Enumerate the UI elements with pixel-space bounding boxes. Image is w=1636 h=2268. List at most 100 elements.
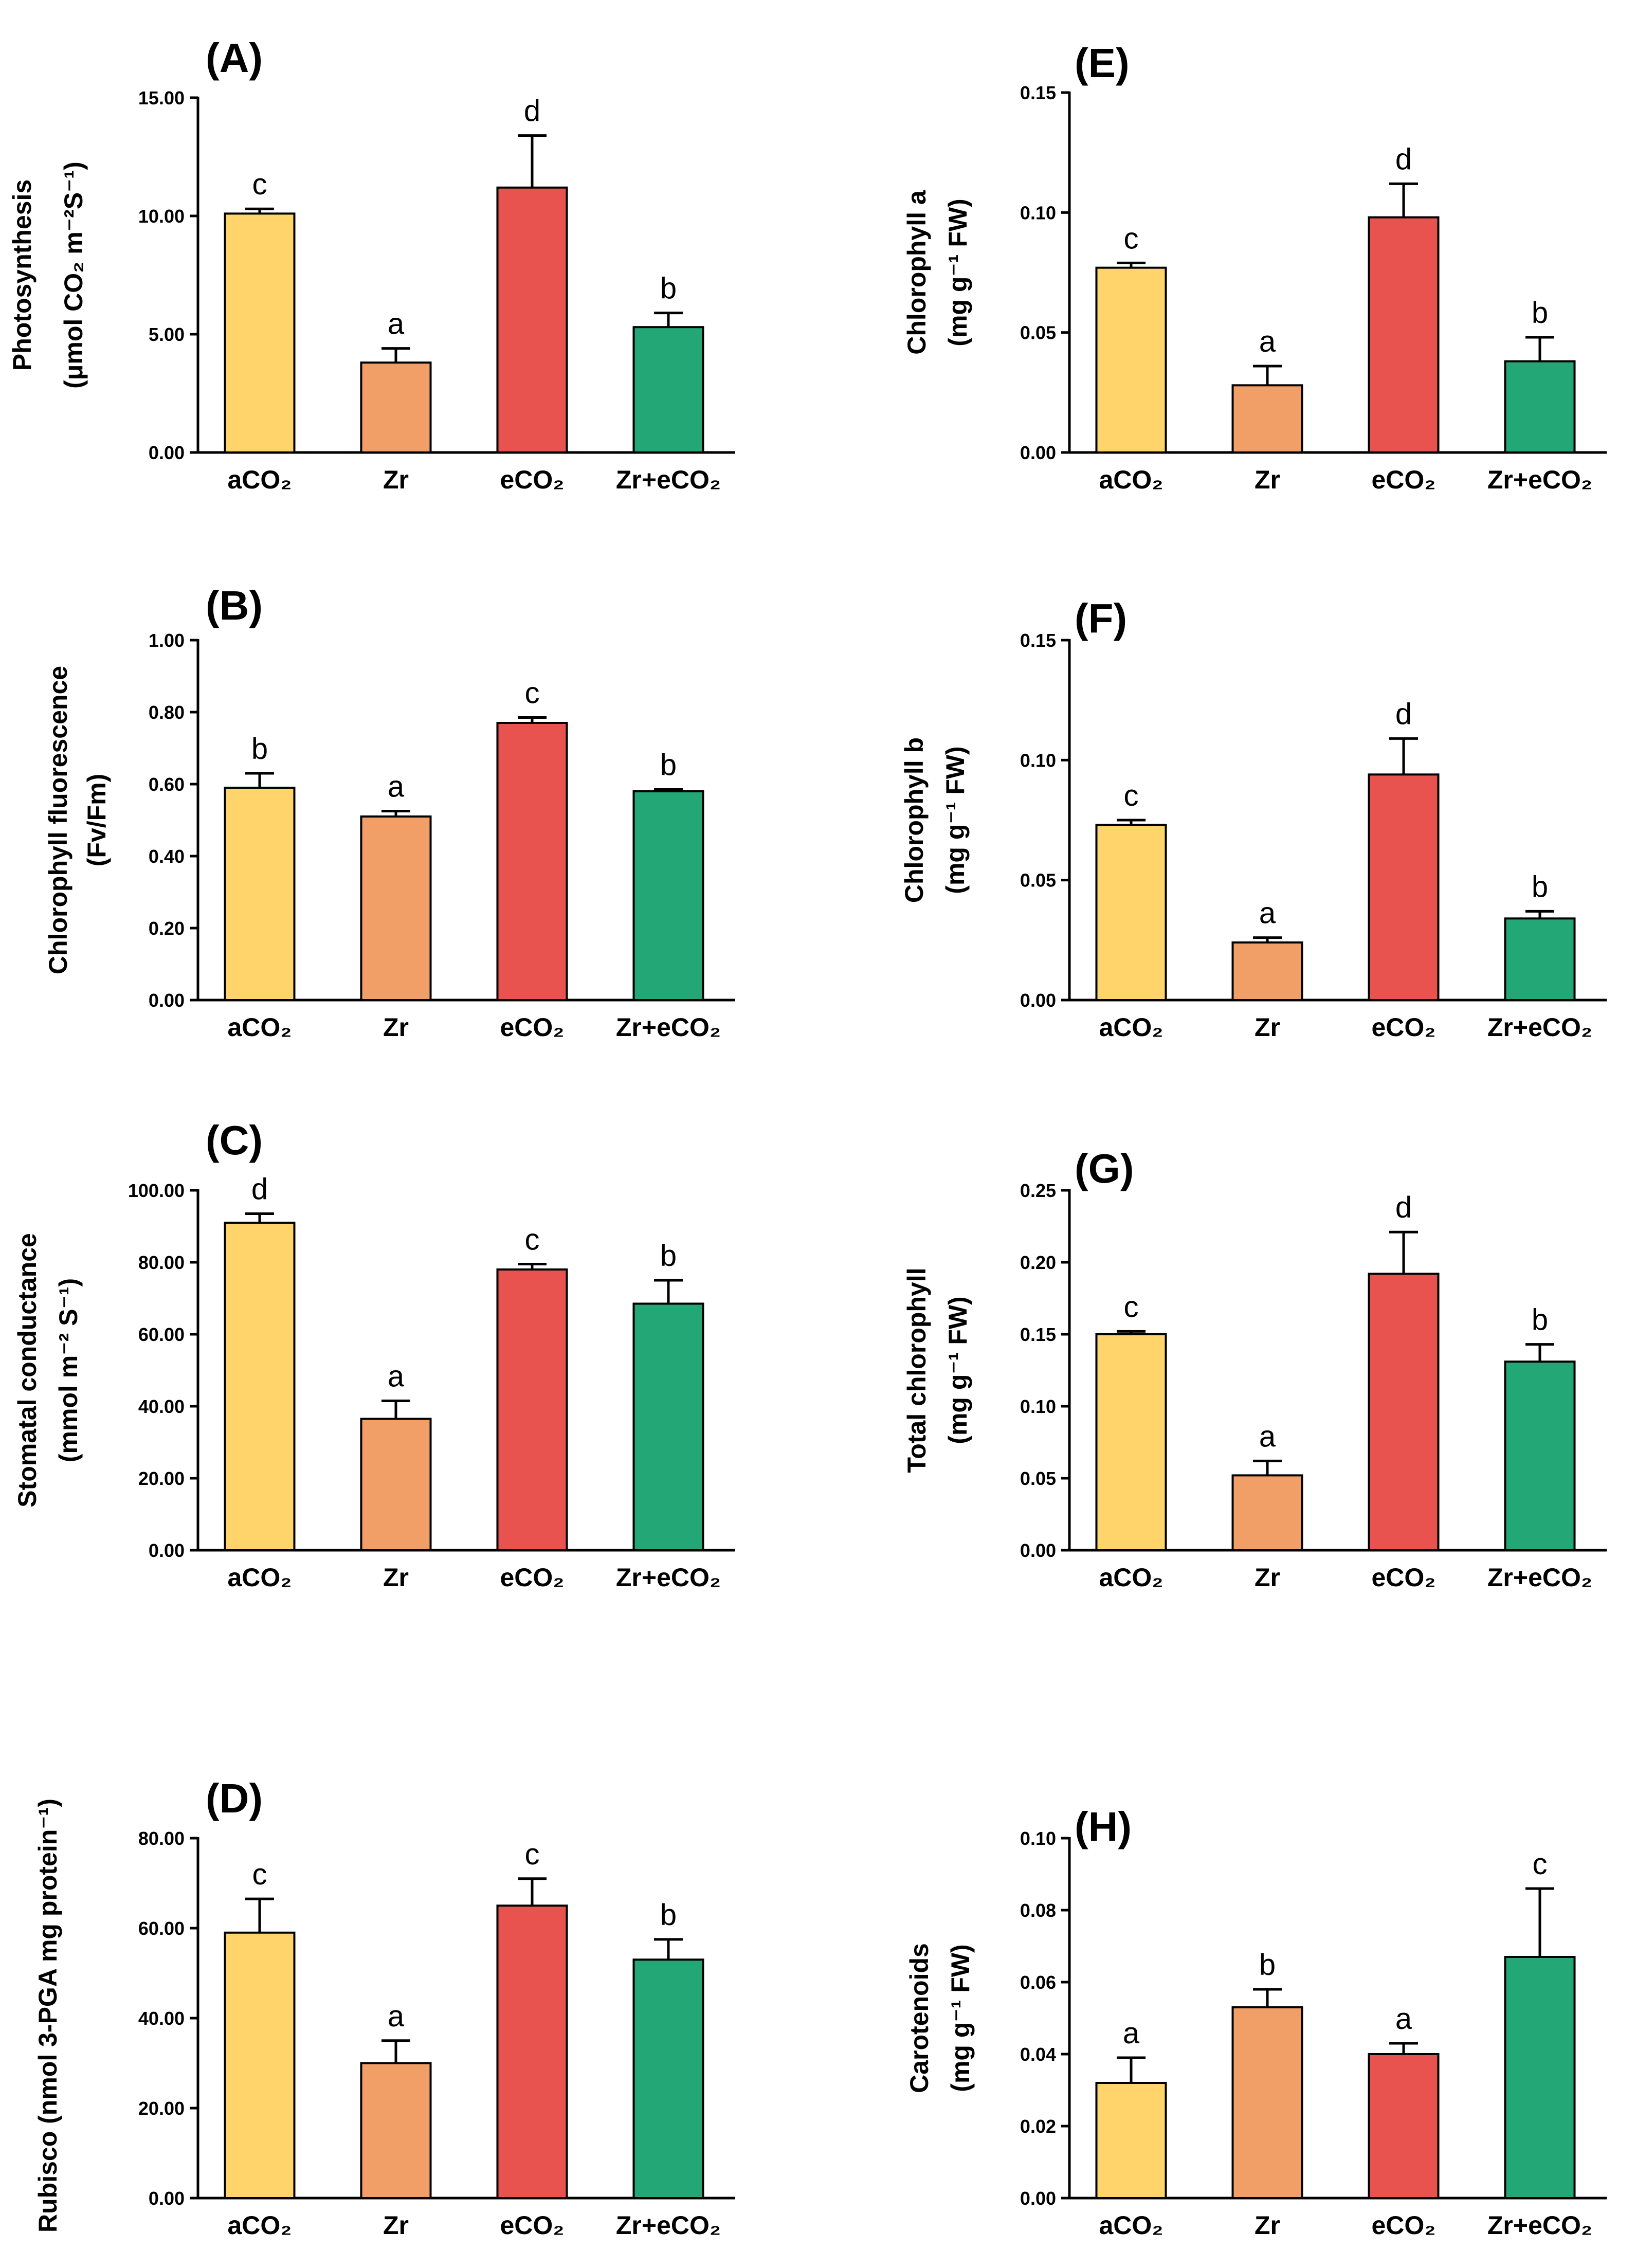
- y-tick-label: 0.15: [1020, 630, 1056, 651]
- significance-letter: a: [388, 307, 405, 341]
- bar-c-1: [224, 1222, 296, 1551]
- category-label: Zr+eCO₂: [1487, 2211, 1592, 2240]
- category-label: Zr: [1255, 1013, 1280, 1042]
- y-tick-label: 0.15: [1020, 82, 1056, 103]
- category-label: Zr: [1255, 1563, 1280, 1592]
- bar-e-1: [1095, 266, 1167, 454]
- y-tick-label: 0.40: [149, 846, 185, 867]
- y-tick-label: 80.00: [138, 1252, 185, 1273]
- y-axis-label: Chlorophyll fluorescence: [44, 666, 72, 974]
- category-label: Zr: [1255, 465, 1280, 494]
- y-axis-label: (μmol CO₂ m⁻²S⁻¹): [59, 161, 88, 389]
- category-label: eCO₂: [500, 465, 564, 494]
- significance-letter: a: [1395, 2002, 1412, 2036]
- bar-f-2: [1231, 941, 1303, 1001]
- significance-letter: b: [1532, 870, 1548, 903]
- significance-letter: a: [388, 1360, 405, 1393]
- y-axis-label: Carotenoids: [905, 1943, 934, 2093]
- significance-letter: c: [252, 168, 267, 201]
- bar-g-4: [1504, 1360, 1576, 1551]
- panel-label: (H): [1075, 1804, 1132, 1849]
- y-axis-label: Stomatal conductance: [13, 1233, 42, 1507]
- y-tick-label: 60.00: [138, 1918, 185, 1939]
- bar-a-4: [632, 326, 704, 454]
- bar-h-1: [1095, 2082, 1167, 2199]
- y-tick-label: 1.00: [149, 630, 185, 651]
- bar-c-2: [360, 1418, 432, 1551]
- significance-letter: b: [1532, 1303, 1548, 1337]
- significance-letter: c: [1124, 222, 1139, 255]
- panel-e: (E) 0.00 0.05 0.10 0.15 c aCO₂ a Zr d eCO₂ b Zr+eCO₂…: [902, 40, 1607, 494]
- bar-d-3: [496, 1904, 568, 2199]
- panel-c: (C) 0.00 20.00 40.00 60.00 80.00 100.00 d aCO₂ a Z…: [13, 1117, 735, 1592]
- category-label: eCO₂: [1371, 465, 1435, 494]
- category-label: Zr+eCO₂: [616, 1563, 721, 1592]
- panel-g: (G) 0.00 0.05 0.10 0.15 0.20 0.25 c aCO₂ a Zr d eCO₂…: [902, 1146, 1607, 1592]
- bar-f-3: [1368, 773, 1440, 1002]
- y-tick-label: 0.08: [1020, 1900, 1056, 1921]
- y-tick-label: 0.00: [149, 990, 185, 1011]
- panel-label: (C): [206, 1117, 263, 1163]
- category-label: Zr: [383, 2211, 409, 2240]
- category-label: aCO₂: [227, 1563, 292, 1592]
- y-tick-label: 0.05: [1020, 870, 1056, 891]
- significance-letter: c: [525, 1223, 540, 1257]
- bar-g-3: [1368, 1273, 1440, 1551]
- significance-letter: b: [660, 1898, 677, 1932]
- bar-g-2: [1231, 1474, 1303, 1551]
- significance-letter: c: [252, 1858, 267, 1891]
- y-tick-label: 60.00: [138, 1324, 185, 1345]
- category-label: aCO₂: [1099, 1013, 1163, 1042]
- significance-letter: d: [1395, 1191, 1412, 1224]
- bar-h-4: [1504, 1956, 1576, 2199]
- category-label: eCO₂: [1371, 1013, 1435, 1042]
- y-tick-label: 0.02: [1020, 2116, 1056, 2137]
- y-axis-label: Total chlorophyll: [902, 1267, 931, 1473]
- y-tick-label: 20.00: [138, 1468, 185, 1489]
- y-tick-label: 0.10: [1020, 750, 1056, 771]
- bar-e-4: [1504, 360, 1576, 454]
- y-tick-label: 40.00: [138, 1396, 185, 1417]
- y-tick-label: 0.10: [1020, 202, 1056, 223]
- bar-c-4: [632, 1302, 704, 1551]
- significance-letter: b: [251, 732, 268, 766]
- bar-b-2: [360, 815, 432, 1001]
- panel-label: (B): [206, 583, 263, 628]
- y-axis-label: Rubisco (nmol 3-PGA mg protein⁻¹): [33, 1799, 62, 2233]
- significance-letter: c: [1124, 779, 1139, 812]
- category-label: Zr+eCO₂: [616, 465, 721, 494]
- bar-e-3: [1368, 216, 1440, 453]
- category-label: Zr: [383, 465, 409, 494]
- panel-label: (F): [1075, 595, 1127, 641]
- category-label: eCO₂: [1371, 1563, 1435, 1592]
- category-label: eCO₂: [500, 1013, 564, 1042]
- significance-letter: d: [1395, 142, 1412, 176]
- y-tick-label: 100.00: [128, 1180, 185, 1201]
- significance-letter: a: [1259, 897, 1276, 930]
- significance-letter: c: [525, 677, 540, 710]
- y-tick-label: 0.10: [1020, 1396, 1056, 1417]
- significance-letter: d: [524, 95, 540, 128]
- bar-e-2: [1231, 384, 1303, 453]
- y-tick-label: 0.05: [1020, 322, 1056, 343]
- y-tick-label: 40.00: [138, 2008, 185, 2029]
- panel-f: (F) 0.00 0.05 0.10 0.15 c aCO₂ a Zr d eCO₂ b Zr+eCO₂…: [900, 595, 1607, 1042]
- category-label: Zr+eCO₂: [1487, 465, 1592, 494]
- y-tick-label: 80.00: [138, 1828, 185, 1849]
- y-tick-label: 0.15: [1020, 1324, 1056, 1345]
- panel-label: (A): [206, 35, 263, 81]
- category-label: Zr: [383, 1563, 409, 1592]
- panel-label: (E): [1075, 40, 1130, 86]
- bar-g-1: [1095, 1333, 1167, 1551]
- bar-a-3: [496, 186, 568, 453]
- category-label: Zr+eCO₂: [1487, 1563, 1592, 1592]
- y-tick-label: 0.00: [149, 2188, 185, 2209]
- y-tick-label: 0.00: [149, 1540, 185, 1561]
- category-label: eCO₂: [500, 1563, 564, 1592]
- panel-label: (G): [1075, 1146, 1134, 1191]
- y-tick-label: 15.00: [138, 87, 185, 108]
- significance-letter: b: [660, 272, 677, 305]
- significance-letter: c: [1533, 1847, 1548, 1881]
- significance-letter: c: [1124, 1290, 1139, 1323]
